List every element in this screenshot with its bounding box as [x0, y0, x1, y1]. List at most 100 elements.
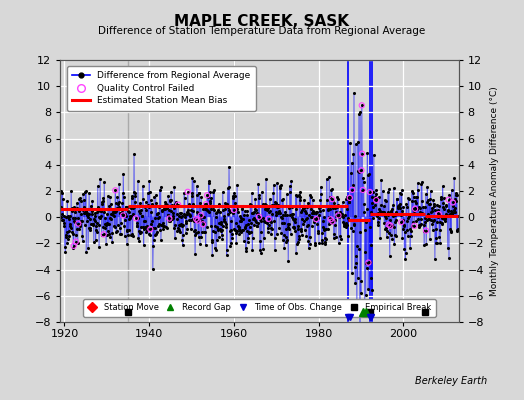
Point: [233, 182, 242, 188]
Point: [286, 188, 294, 195]
Point: [99, 198, 107, 204]
Point: [123, 227, 131, 233]
Point: [90, 239, 98, 245]
Point: [407, 228, 415, 234]
Point: [135, 238, 143, 244]
Point: [224, 211, 232, 217]
Point: [445, 192, 453, 198]
Point: [267, 231, 275, 237]
Point: [124, 232, 133, 238]
Point: [132, 198, 140, 205]
Point: [223, 185, 232, 191]
Point: [104, 221, 113, 227]
Point: [430, 216, 439, 223]
Point: [371, 194, 379, 200]
Point: [64, 213, 72, 219]
Point: [69, 245, 78, 252]
Point: [163, 212, 172, 218]
Point: [391, 217, 400, 224]
Point: [116, 231, 125, 237]
Point: [287, 231, 295, 237]
Point: [389, 202, 397, 208]
Point: [411, 198, 420, 204]
Point: [81, 210, 89, 217]
Point: [142, 229, 150, 236]
Point: [192, 209, 201, 216]
Point: [211, 210, 220, 216]
Point: [430, 201, 438, 208]
Point: [397, 219, 406, 225]
Point: [370, 202, 379, 208]
Point: [357, 102, 366, 108]
Point: [182, 218, 190, 225]
Point: [233, 206, 241, 212]
Point: [246, 200, 254, 207]
Point: [286, 183, 294, 189]
Point: [422, 228, 430, 234]
Point: [334, 212, 343, 218]
Point: [350, 90, 358, 96]
Point: [94, 207, 103, 214]
Point: [117, 220, 125, 226]
Point: [77, 210, 85, 217]
Point: [229, 209, 237, 216]
Point: [415, 224, 423, 230]
Point: [160, 202, 169, 208]
Point: [190, 178, 198, 184]
Point: [336, 233, 344, 239]
Point: [385, 222, 393, 228]
Point: [167, 189, 176, 196]
Point: [407, 233, 416, 240]
Point: [259, 246, 267, 252]
Point: [246, 220, 255, 226]
Point: [335, 211, 344, 217]
Point: [384, 212, 392, 218]
Point: [81, 189, 90, 195]
Point: [352, 141, 360, 147]
Point: [110, 212, 118, 219]
Point: [397, 191, 405, 197]
Point: [436, 240, 444, 246]
Point: [145, 178, 154, 184]
Point: [93, 209, 102, 216]
Point: [119, 171, 128, 177]
Point: [419, 211, 427, 217]
Point: [318, 240, 326, 246]
Point: [287, 178, 296, 184]
Point: [97, 213, 105, 219]
Point: [425, 200, 434, 207]
Point: [237, 218, 245, 224]
Point: [405, 213, 413, 220]
Point: [435, 203, 444, 210]
Point: [239, 203, 248, 209]
Point: [328, 186, 336, 193]
Point: [398, 235, 407, 241]
Point: [410, 208, 418, 214]
Point: [263, 207, 271, 214]
Point: [97, 232, 106, 238]
Point: [290, 217, 298, 224]
Point: [75, 195, 84, 201]
Point: [275, 209, 283, 216]
Point: [260, 234, 268, 241]
Point: [111, 209, 119, 216]
Point: [141, 218, 149, 225]
Point: [95, 222, 104, 228]
Point: [301, 216, 310, 222]
Point: [342, 222, 351, 229]
Point: [70, 218, 78, 224]
Point: [104, 221, 113, 228]
Point: [341, 212, 349, 219]
Point: [140, 218, 148, 224]
Point: [177, 214, 185, 220]
Point: [408, 188, 416, 194]
Point: [188, 175, 196, 181]
Point: [120, 222, 128, 229]
Point: [108, 239, 116, 245]
Point: [400, 222, 408, 228]
Point: [351, 264, 359, 271]
Point: [422, 217, 431, 224]
Point: [252, 219, 260, 225]
Point: [319, 207, 327, 213]
Point: [320, 226, 328, 232]
